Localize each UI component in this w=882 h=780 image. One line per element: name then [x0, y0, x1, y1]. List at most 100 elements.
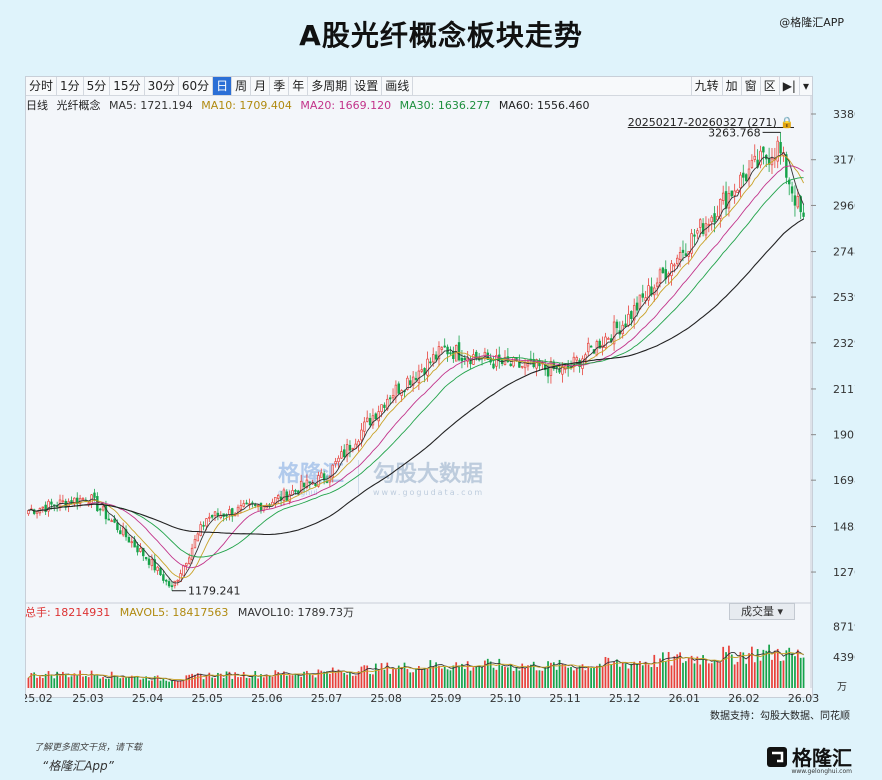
candle-body [73, 497, 76, 505]
candle-body [742, 172, 745, 178]
price-tick-label-5: 2329 [833, 337, 855, 350]
volume-bar [317, 669, 320, 688]
kline-chart[interactable]: 3380 3170 2960 2748 2539 2329 2117 1907 1698 1485… [25, 76, 855, 706]
volume-bar [699, 664, 702, 688]
period-tab-3[interactable]: 15分 [110, 77, 145, 95]
price-tick-label-9: 1485 [833, 521, 855, 534]
candle-body [345, 444, 349, 457]
tool-button-3[interactable]: 区 [759, 77, 779, 95]
volume-bar [796, 649, 799, 688]
tool-button-5[interactable]: ▾ [798, 77, 812, 95]
x-tick-label-6: 25.08 [370, 692, 402, 705]
candle-body [681, 249, 685, 253]
volume-bar [492, 667, 495, 688]
tool-toolbar: 九转加窗区 ▶| ▾ [690, 77, 812, 95]
candle-body [719, 198, 722, 219]
period-tab-0[interactable]: 分时 [26, 77, 58, 95]
period-tab-7[interactable]: 周 [232, 77, 252, 95]
candle-body [340, 451, 343, 459]
x-tick-label-7: 25.09 [430, 692, 462, 705]
period-tab-13[interactable]: 画线 [382, 77, 414, 95]
period-tab-6[interactable]: 日 [213, 77, 233, 95]
volume-bar [630, 663, 633, 688]
candle-body [213, 511, 217, 517]
ma10-value: MA10: 1709.404 [201, 99, 292, 112]
volume-bar [406, 669, 409, 688]
candle-body [159, 567, 162, 576]
volume-bar [415, 668, 417, 688]
volume-bar [722, 646, 725, 688]
candle-body [351, 448, 355, 450]
tool-button-1[interactable]: 加 [721, 77, 741, 95]
volume-bar [245, 677, 248, 688]
period-tab-2[interactable]: 5分 [84, 77, 111, 95]
candle-body [308, 481, 311, 484]
price-tick-label-1: 3170 [833, 154, 855, 167]
volume-bar [739, 651, 742, 688]
volume-bar [538, 670, 541, 688]
candle-body [196, 533, 200, 542]
volume-bar [145, 676, 148, 688]
candle-body [388, 397, 392, 400]
ma20-line [28, 165, 804, 569]
period-tab-5[interactable]: 60分 [179, 77, 214, 95]
logo-icon [767, 746, 787, 767]
tool-button-0[interactable]: 九转 [690, 77, 722, 95]
period-tab-10[interactable]: 年 [289, 77, 309, 95]
volume-bar [119, 678, 122, 688]
volume-bar [113, 675, 116, 688]
candle-body [199, 524, 202, 536]
volume-bar [153, 676, 156, 688]
candle-body [713, 213, 716, 223]
volume-bar [102, 676, 104, 688]
volume-bar [93, 674, 96, 688]
volume-bar [79, 670, 81, 688]
tool-button-4[interactable]: ▶| [778, 77, 799, 95]
period-tab-9[interactable]: 季 [270, 77, 290, 95]
volume-bar [349, 671, 351, 688]
date-range-label[interactable]: 20250217-20260327 (271) 🔒 [627, 116, 794, 129]
volume-bar [380, 663, 383, 688]
volume-bar [713, 660, 716, 688]
period-tab-11[interactable]: 多周期 [308, 77, 352, 95]
tool-button-2[interactable]: 窗 [740, 77, 760, 95]
candle-body [133, 539, 136, 548]
candle-body [638, 294, 642, 310]
volume-bar [590, 668, 592, 688]
volume-bar [429, 660, 432, 688]
volume-indicator-button[interactable]: 成交量 ▾ [729, 603, 795, 620]
volume-bar [237, 677, 239, 688]
candle-body [81, 498, 85, 500]
volume-bar [435, 662, 437, 688]
volume-bar [501, 665, 503, 688]
volume-bar [248, 678, 251, 688]
volume-bar [311, 675, 314, 688]
volume-bar [82, 676, 84, 688]
volume-bar [575, 668, 578, 688]
period-tab-8[interactable]: 月 [251, 77, 271, 95]
volume-bar [489, 661, 492, 688]
volume-bar [41, 678, 44, 688]
period-tab-1[interactable]: 1分 [57, 77, 84, 95]
volume-bar [604, 656, 607, 688]
candle-body [254, 504, 257, 506]
period-tab-12[interactable]: 设置 [351, 77, 383, 95]
volume-bar [443, 667, 446, 688]
volume-bar [449, 670, 452, 688]
volume-bar [773, 650, 776, 688]
volume-bar [725, 652, 727, 688]
volume-bar [409, 672, 412, 688]
volume-bar [733, 664, 736, 688]
volume-bar [222, 678, 225, 688]
candle-body [127, 537, 131, 543]
volume-bar [320, 670, 323, 688]
candle-body [162, 574, 165, 581]
volume-bar [679, 652, 681, 688]
volume-bar [707, 663, 710, 688]
volume-bar [265, 674, 268, 688]
volume-bar [340, 671, 343, 688]
candle-body [87, 502, 90, 505]
period-tab-4[interactable]: 30分 [145, 77, 179, 95]
volume-bar [107, 678, 110, 688]
volume-bar [36, 677, 38, 688]
